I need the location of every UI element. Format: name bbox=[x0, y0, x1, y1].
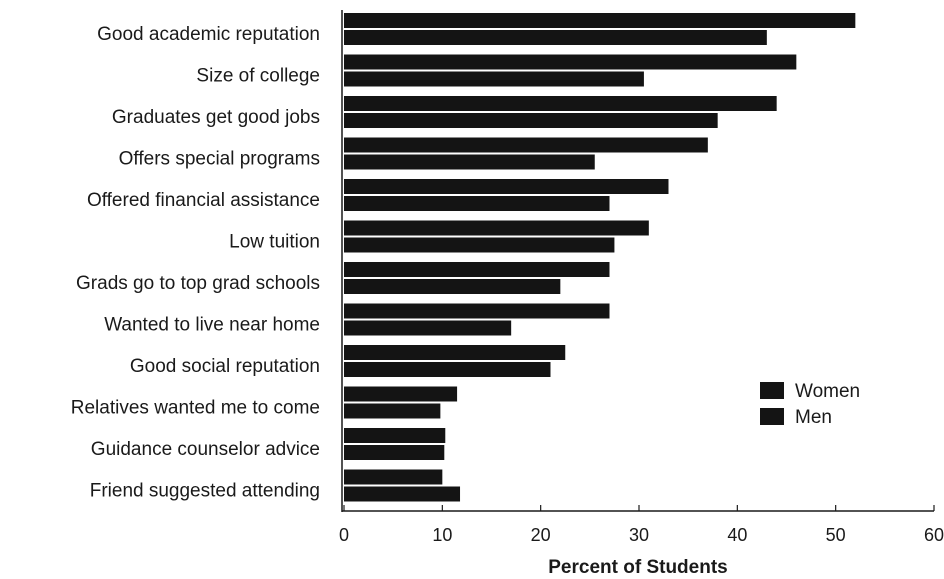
bar-women-9 bbox=[344, 386, 458, 402]
legend: Women Men bbox=[760, 381, 860, 428]
bar-women-0 bbox=[344, 13, 856, 28]
bar-men-5 bbox=[344, 237, 615, 253]
bar-men-1 bbox=[344, 71, 644, 87]
legend-label-men: Men bbox=[795, 407, 832, 428]
category-label: Grads go to top grad schools bbox=[76, 273, 320, 294]
category-label: Low tuition bbox=[229, 231, 320, 252]
category-label: Friend suggested attending bbox=[90, 480, 320, 501]
bar-women-6 bbox=[344, 262, 610, 277]
category-label: Offers special programs bbox=[119, 148, 320, 169]
axes: 0 10 20 30 40 50 60 bbox=[339, 10, 944, 545]
bar-women-5 bbox=[344, 220, 649, 236]
x-axis-title: Percent of Students bbox=[548, 557, 727, 578]
bar-women-4 bbox=[344, 179, 669, 194]
category-label: Wanted to live near home bbox=[104, 314, 320, 335]
x-tick-label: 20 bbox=[531, 525, 551, 545]
bar-men-6 bbox=[344, 279, 561, 294]
category-label: Graduates get good jobs bbox=[112, 107, 320, 128]
bar-men-9 bbox=[344, 403, 441, 419]
bar-men-3 bbox=[344, 154, 595, 170]
bar-men-8 bbox=[344, 362, 551, 377]
bar-men-0 bbox=[344, 30, 767, 45]
legend-swatch-men bbox=[760, 408, 784, 425]
category-label: Good social reputation bbox=[130, 356, 320, 377]
x-tick-label: 0 bbox=[339, 525, 349, 545]
bar-women-11 bbox=[344, 469, 443, 485]
x-tick-label: 30 bbox=[629, 525, 649, 545]
bar-men-11 bbox=[344, 486, 461, 502]
bar-women-7 bbox=[344, 303, 610, 319]
x-tick-label: 50 bbox=[826, 525, 846, 545]
category-label: Guidance counselor advice bbox=[91, 439, 320, 460]
bar-men-4 bbox=[344, 196, 610, 211]
bar-women-1 bbox=[344, 54, 797, 70]
bars-group bbox=[344, 13, 856, 502]
x-tick-label: 40 bbox=[727, 525, 747, 545]
legend-label-women: Women bbox=[795, 381, 860, 402]
bar-men-10 bbox=[344, 445, 445, 460]
bar-women-8 bbox=[344, 345, 566, 360]
bar-women-3 bbox=[344, 137, 708, 153]
bar-men-7 bbox=[344, 320, 512, 336]
x-tick-label: 10 bbox=[432, 525, 452, 545]
bar-women-10 bbox=[344, 428, 446, 443]
category-labels: Good academic reputation Size of college G… bbox=[71, 24, 320, 502]
category-label: Good academic reputation bbox=[97, 24, 320, 45]
category-label: Offered financial assistance bbox=[87, 190, 320, 211]
category-label: Size of college bbox=[196, 65, 320, 86]
category-label: Relatives wanted me to come bbox=[71, 397, 320, 418]
x-tick-label: 60 bbox=[924, 525, 944, 545]
bar-women-2 bbox=[344, 96, 777, 111]
legend-swatch-women bbox=[760, 382, 784, 399]
bar-men-2 bbox=[344, 113, 718, 128]
